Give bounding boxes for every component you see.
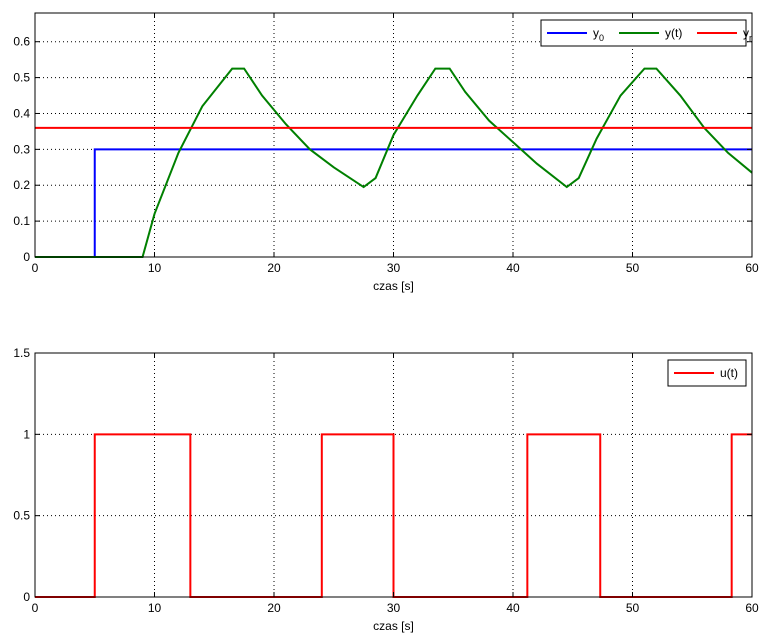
y-tick-label: 0.1 [13, 214, 30, 228]
plot-1: 0 10 20 30 40 50 60 0 0.1 0.2 0.3 0.4 0.5 0.6 czas [s]… [13, 12, 759, 293]
y-tick-label: 0.2 [13, 178, 30, 192]
x-axis-label: czas [s] [373, 619, 414, 633]
y-tick-label: 0 [23, 250, 30, 264]
legend-label-2: y(t) [665, 26, 682, 40]
x-axis-label: czas [s] [373, 279, 414, 293]
x-tick-label: 60 [745, 601, 759, 615]
legend-label-1: u(t) [720, 366, 738, 380]
x-tick-label: 50 [626, 261, 640, 275]
x-tick-label: 50 [626, 601, 640, 615]
x-tick-label: 30 [387, 601, 401, 615]
plot-2: 0 10 20 30 40 50 60 0 0.5 1 1.5 czas [s] u(t) [13, 346, 759, 633]
y-tick-label: 1.5 [13, 346, 30, 360]
x-tick-label: 60 [745, 261, 759, 275]
x-tick-label: 30 [387, 261, 401, 275]
x-tick-label: 20 [267, 261, 281, 275]
x-tick-label: 40 [506, 601, 520, 615]
x-tick-label: 40 [506, 261, 520, 275]
series-line-2 [35, 67, 753, 258]
legend-label-1: y0 [593, 26, 604, 43]
legend-label-3: yr [743, 26, 752, 43]
legend: u(t) [667, 359, 747, 387]
x-tick-label: 10 [148, 601, 162, 615]
y-tick-label: 0.5 [13, 509, 30, 523]
x-tick-label: 0 [32, 261, 39, 275]
x-tick-label: 0 [32, 601, 39, 615]
y-tick-label: 0 [23, 590, 30, 604]
y-tick-label: 0.3 [13, 142, 30, 156]
y-tick-label: 1 [23, 427, 30, 441]
x-tick-label: 20 [267, 601, 281, 615]
x-tick-label: 10 [148, 261, 162, 275]
y-tick-label: 0.6 [13, 35, 30, 49]
legend: y0 y(t) yr [540, 19, 752, 47]
y-tick-label: 0.4 [13, 106, 30, 120]
y-tick-label: 0.5 [13, 71, 30, 85]
